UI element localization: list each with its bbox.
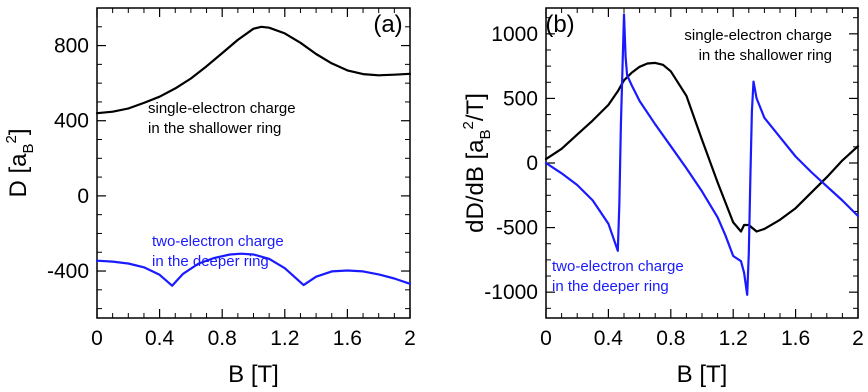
x-tick-label: 0 — [540, 327, 552, 350]
panel-label: (a) — [373, 11, 402, 38]
series-line-0 — [95, 25, 412, 115]
x-tick-label: 1.2 — [719, 327, 748, 350]
x-tick-label: 1.6 — [781, 327, 810, 350]
y-tick-label: -1000 — [484, 281, 538, 304]
panel-b: 0 0.4 0.8 1.2 1.6 2 -1000 -500 0 500 1000 B [T] dD/d… — [460, 7, 864, 388]
y-tick-label: 400 — [54, 110, 89, 133]
x-tick-label: 0.4 — [145, 327, 175, 350]
y-tick-label: 0 — [77, 185, 89, 208]
panel-label: (b) — [545, 11, 574, 38]
x-tick-label: 1.2 — [270, 327, 299, 350]
x-tick-label: 0.8 — [208, 327, 237, 350]
x-tick-label: 0.8 — [656, 327, 685, 350]
annotation-1: two-electron charge in the deeper ring — [552, 258, 684, 295]
panel-a: 0 0.4 0.8 1.2 1.6 2 -400 0 400 800 B [T] D [aB2] (a)… — [3, 7, 416, 388]
annotation-1: two-electron charge in the deeper ring — [152, 233, 284, 270]
series-line-1 — [544, 13, 860, 296]
annotation-0: single-electron charge in the shallower r… — [684, 27, 832, 64]
y-tick-label: -500 — [496, 217, 538, 240]
annotation-0: single-electron charge in the shallower r… — [148, 100, 296, 137]
x-tick-label: 0 — [91, 327, 103, 350]
x-axis-label: B [T] — [228, 361, 279, 388]
x-tick-label: 2 — [404, 327, 416, 350]
y-axis-label: dD/dB [aB2/T] — [460, 93, 494, 233]
y-tick-label: 800 — [54, 35, 89, 58]
x-tick-label: 2 — [852, 327, 864, 350]
series-line-1 — [95, 252, 412, 287]
x-axis-label: B [T] — [677, 361, 728, 388]
y-tick-label: 0 — [526, 152, 538, 175]
x-tick-label: 1.6 — [333, 327, 362, 350]
series-line-0 — [544, 61, 860, 233]
y-axis-label: D [aB2] — [3, 128, 37, 197]
x-tick-label: 0.4 — [594, 327, 624, 350]
y-tick-label: 500 — [503, 87, 538, 110]
y-tick-label: 1000 — [491, 23, 538, 46]
y-tick-label: -400 — [47, 260, 89, 283]
